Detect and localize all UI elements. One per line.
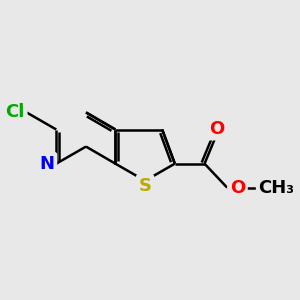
Text: S: S [139, 177, 152, 195]
Text: O: O [230, 178, 245, 196]
Text: CH₃: CH₃ [259, 178, 295, 196]
Text: Cl: Cl [5, 103, 25, 122]
Text: N: N [40, 155, 55, 173]
Text: O: O [209, 120, 224, 138]
